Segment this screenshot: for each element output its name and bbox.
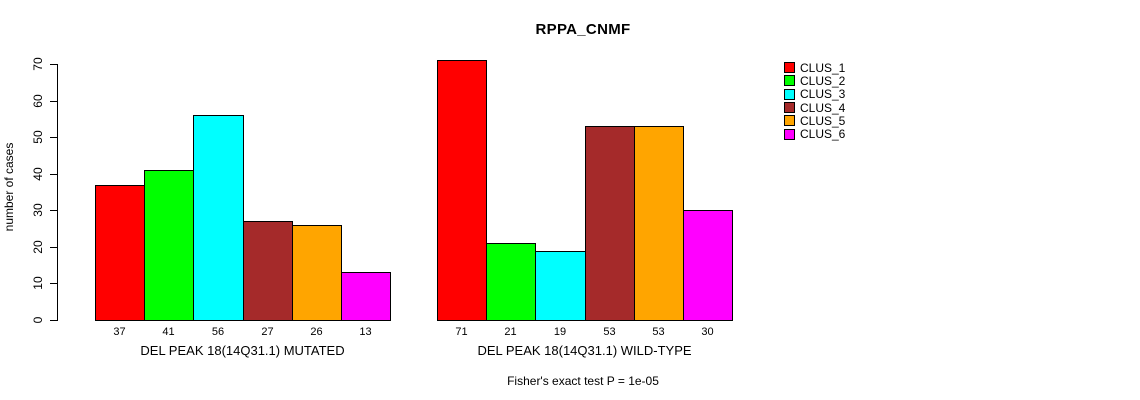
legend-swatch-clus_1 xyxy=(784,62,795,74)
y-tick-label: 70 xyxy=(31,57,45,71)
legend-swatch-clus_3 xyxy=(784,88,795,100)
y-tick-mark xyxy=(50,283,57,284)
bar-clus_6-group1 xyxy=(341,272,391,321)
legend-label: CLUS_6 xyxy=(800,127,846,142)
bar-clus_3-group2 xyxy=(535,251,586,321)
bar-value-label: 26 xyxy=(310,326,323,338)
legend-label: CLUS_5 xyxy=(800,113,846,128)
y-tick-mark xyxy=(50,64,57,65)
bar-clus_1-group1 xyxy=(95,185,145,321)
bar-value-label: 53 xyxy=(603,326,616,338)
chart-title: RPPA_CNMF xyxy=(535,21,631,38)
y-tick-mark xyxy=(50,137,57,138)
bar-clus_1-group2 xyxy=(437,60,487,321)
bar-value-label: 13 xyxy=(359,326,372,338)
bar-clus_2-group2 xyxy=(486,243,536,321)
y-tick-label: 40 xyxy=(31,167,45,181)
legend-swatch-clus_4 xyxy=(784,102,795,114)
bar-value-label: 41 xyxy=(162,326,175,338)
legend-item-clus_3: CLUS_3 xyxy=(784,87,846,102)
legend-item-clus_2: CLUS_2 xyxy=(784,73,846,88)
legend-item-clus_6: CLUS_6 xyxy=(784,127,846,142)
bar-clus_4-group1 xyxy=(243,221,293,321)
bar-clus_3-group1 xyxy=(193,115,244,321)
y-tick-label: 10 xyxy=(31,276,45,290)
y-tick-label: 0 xyxy=(31,316,45,324)
y-tick-label: 50 xyxy=(31,130,45,144)
y-tick-label: 20 xyxy=(31,240,45,254)
legend-label: CLUS_4 xyxy=(800,100,846,115)
y-tick-label: 30 xyxy=(31,203,45,217)
y-tick-mark xyxy=(50,320,57,321)
bar-value-label: 19 xyxy=(553,326,567,338)
legend-item-clus_4: CLUS_4 xyxy=(784,100,846,115)
legend-swatch-clus_6 xyxy=(784,128,795,140)
y-axis-label: number of cases xyxy=(2,142,16,232)
fisher-test-annotation: Fisher's exact test P = 1e-05 xyxy=(507,374,659,388)
category-label-group2: DEL PEAK 18(14Q31.1) WILD-TYPE xyxy=(477,343,692,358)
legend-label: CLUS_2 xyxy=(800,73,846,88)
legend-swatch-clus_5 xyxy=(784,115,795,127)
bar-value-label: 21 xyxy=(504,326,517,338)
legend: CLUS_1 CLUS_2 CLUS_3 CLUS_4 CLUS_5 CLUS_6 xyxy=(784,61,845,141)
bar-clus_5-group1 xyxy=(292,225,342,321)
y-axis-line xyxy=(57,64,58,321)
y-tick-label: 60 xyxy=(31,94,45,108)
bar-value-label: 30 xyxy=(701,326,714,338)
bar-clus_5-group2 xyxy=(634,126,684,321)
legend-label: CLUS_1 xyxy=(800,60,846,75)
y-tick-mark xyxy=(50,210,57,211)
legend-swatch-clus_2 xyxy=(784,75,795,87)
y-tick-mark xyxy=(50,174,57,175)
bar-value-label: 53 xyxy=(652,326,665,338)
legend-label: CLUS_3 xyxy=(800,87,846,102)
category-label-group1: DEL PEAK 18(14Q31.1) MUTATED xyxy=(140,343,345,358)
legend-item-clus_5: CLUS_5 xyxy=(784,113,846,128)
bar-clus_6-group2 xyxy=(683,210,733,321)
y-tick-mark xyxy=(50,101,57,102)
bar-value-label: 71 xyxy=(455,326,468,338)
bar-value-label: 56 xyxy=(211,326,225,338)
bar-clus_2-group1 xyxy=(144,170,194,321)
bar-value-label: 37 xyxy=(113,326,126,338)
y-tick-mark xyxy=(50,247,57,248)
bar-value-label: 27 xyxy=(261,326,274,338)
bar-clus_4-group2 xyxy=(585,126,635,321)
legend-item-clus_1: CLUS_1 xyxy=(784,60,846,75)
